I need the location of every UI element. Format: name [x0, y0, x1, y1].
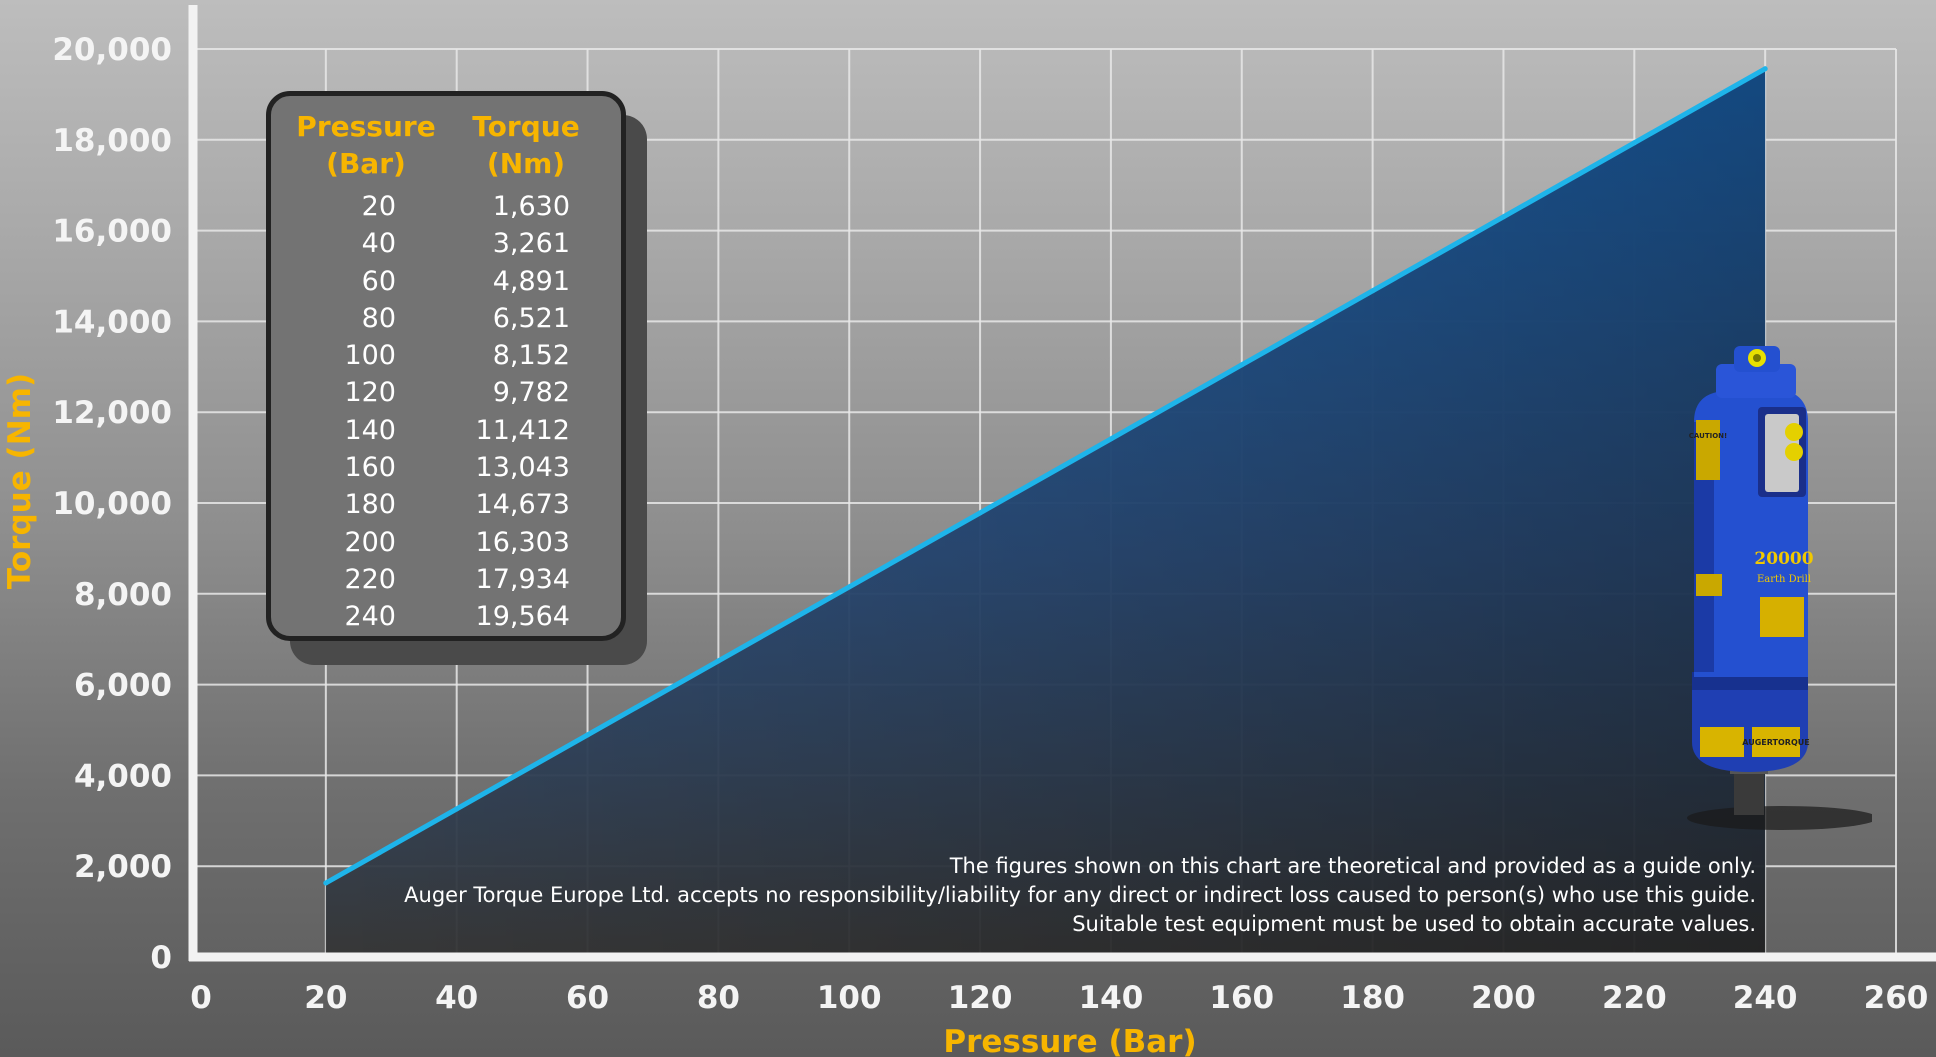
- y-tick-label: 20,000: [52, 32, 172, 68]
- table-cell-pressure: 240: [344, 601, 396, 633]
- x-tick-label: 180: [1340, 980, 1405, 1016]
- disclaimer-line-3: Suitable test equipment must be used to …: [1072, 912, 1756, 936]
- chart-tick-labels: 0 20 40 60 80 100 120 140 160 180 200 220 240 260 0 2,0…: [52, 32, 1928, 1016]
- y-tick-label: 16,000: [52, 214, 172, 250]
- chart-axes: [188, 5, 1936, 962]
- data-point: [1500, 214, 1506, 220]
- table-header-pressure-label: Pressure: [296, 110, 436, 143]
- table-cell-torque: 19,564: [475, 601, 570, 633]
- table-cell-pressure: 80: [361, 302, 396, 334]
- series-line: [323, 66, 1768, 886]
- x-tick-label: 80: [697, 980, 740, 1016]
- y-tick-label: 0: [150, 940, 172, 976]
- table-cell-torque: 3,261: [492, 228, 570, 260]
- product-caution-label: CAUTION!: [1689, 432, 1727, 440]
- y-tick-label: 14,000: [52, 304, 172, 340]
- table-cell-pressure: 60: [361, 265, 396, 297]
- product-sub-label: Earth Drill: [1757, 574, 1811, 585]
- x-tick-label: 60: [566, 980, 609, 1016]
- data-point: [1631, 140, 1637, 146]
- x-tick-label: 220: [1602, 980, 1667, 1016]
- x-tick-label: 40: [435, 980, 478, 1016]
- series-area-shade: [325, 68, 1766, 957]
- table-cell-torque: 16,303: [475, 526, 570, 558]
- y-tick-label: 6,000: [74, 668, 172, 704]
- table-cell-pressure: 20: [361, 191, 396, 222]
- table-row: 220 17,934: [271, 561, 621, 598]
- pressure-torque-table: Pressure (Bar) Torque (Nm) 20 1,630 40 3,2…: [266, 91, 626, 641]
- table-row: 20 1,630: [271, 188, 621, 225]
- y-tick-label: 2,000: [74, 849, 172, 885]
- data-point: [1762, 66, 1768, 72]
- table-cell-pressure: 160: [344, 452, 396, 484]
- data-point: [977, 510, 983, 516]
- table-cell-torque: 1,630: [492, 191, 570, 222]
- x-tick-label: 120: [948, 980, 1013, 1016]
- table-row: 100 8,152: [271, 337, 621, 374]
- table-header-torque: Torque (Nm): [441, 108, 611, 182]
- table-body: 20 1,630 40 3,261 60 4,891 80 6,521 100 8,152…: [271, 188, 621, 636]
- table-row: 160 13,043: [271, 449, 621, 486]
- y-tick-label: 12,000: [52, 395, 172, 431]
- table-cell-torque: 8,152: [492, 340, 570, 372]
- table-cell-torque: 11,412: [475, 414, 570, 446]
- auger-drive-icon: 20000 Earth Drill CAUTION! AUGERTORQUE: [1687, 346, 1872, 830]
- table-row: 180 14,673: [271, 486, 621, 523]
- disclaimer: The figures shown on this chart are theo…: [404, 854, 1756, 936]
- data-point: [1370, 288, 1376, 294]
- x-tick-label: 0: [190, 980, 212, 1016]
- table-row: 60 4,891: [271, 263, 621, 300]
- data-point: [1108, 436, 1114, 442]
- product-model-label: 20000: [1754, 549, 1813, 569]
- data-point: [1239, 362, 1245, 368]
- table-cell-pressure: 120: [344, 377, 396, 409]
- y-axis-title: Torque (Nm): [2, 373, 38, 589]
- data-point: [323, 880, 329, 886]
- table-cell-pressure: 40: [361, 228, 396, 260]
- table-cell-torque: 4,891: [492, 265, 570, 297]
- table-row: 240 19,564: [271, 598, 621, 635]
- data-point: [715, 658, 721, 664]
- table-cell-torque: 9,782: [492, 377, 570, 409]
- y-tick-label: 4,000: [74, 758, 172, 794]
- y-tick-label: 10,000: [52, 486, 172, 522]
- x-tick-label: 160: [1209, 980, 1274, 1016]
- x-tick-label: 20: [304, 980, 347, 1016]
- data-point: [585, 732, 591, 738]
- table-cell-pressure: 200: [344, 526, 396, 558]
- table-cell-pressure: 140: [344, 414, 396, 446]
- table-cell-pressure: 220: [344, 563, 396, 595]
- table-row: 120 9,782: [271, 374, 621, 411]
- product-brand-label: AUGERTORQUE: [1742, 738, 1809, 747]
- table-header-torque-label: Torque: [472, 110, 580, 143]
- disclaimer-line-2: Auger Torque Europe Ltd. accepts no resp…: [404, 883, 1756, 907]
- table-row: 140 11,412: [271, 412, 621, 449]
- table-row: 80 6,521: [271, 300, 621, 337]
- data-point: [454, 806, 460, 812]
- x-tick-label: 260: [1864, 980, 1929, 1016]
- table-header-pressure-unit: (Bar): [326, 147, 406, 180]
- table-cell-pressure: 180: [344, 489, 396, 521]
- table-header-pressure: Pressure (Bar): [271, 108, 461, 182]
- x-tick-label: 240: [1733, 980, 1798, 1016]
- disclaimer-line-1: The figures shown on this chart are theo…: [949, 854, 1756, 878]
- x-tick-label: 200: [1471, 980, 1536, 1016]
- table-cell-pressure: 100: [344, 340, 396, 372]
- table-cell-torque: 13,043: [475, 452, 570, 484]
- x-axis-title: Pressure (Bar): [943, 1024, 1196, 1057]
- table-cell-torque: 6,521: [492, 302, 570, 334]
- x-tick-label: 140: [1079, 980, 1144, 1016]
- table-header-torque-unit: (Nm): [486, 147, 566, 180]
- table-cell-torque: 17,934: [475, 563, 570, 595]
- y-tick-label: 8,000: [74, 577, 172, 613]
- table-row: 200 16,303: [271, 524, 621, 561]
- table-cell-torque: 14,673: [475, 489, 570, 521]
- x-tick-label: 100: [817, 980, 882, 1016]
- chart-area-layer: [323, 66, 1768, 957]
- data-point: [846, 584, 852, 590]
- table-row: 40 3,261: [271, 225, 621, 262]
- y-tick-label: 18,000: [52, 123, 172, 159]
